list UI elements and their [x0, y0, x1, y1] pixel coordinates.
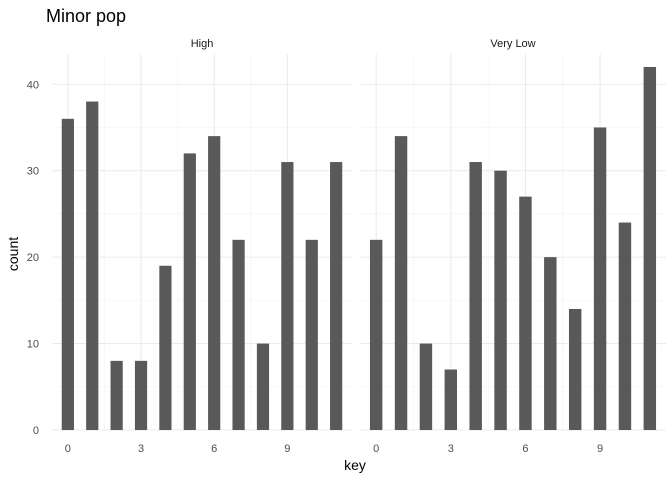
y-axis-title: count: [5, 237, 21, 271]
x-axis-title: key: [344, 457, 366, 473]
bar: [256, 343, 270, 430]
bar: [208, 136, 221, 431]
bar: [618, 222, 632, 430]
facet-panel: High 0 3 6 9: [52, 38, 352, 455]
bar: [86, 101, 99, 431]
facet-panels: High 0 3 6 9 Very Low 0 3 6 9: [52, 38, 666, 455]
bar: [519, 196, 532, 430]
x-tick-label: 9: [284, 443, 290, 455]
y-tick-label: 30: [27, 166, 39, 178]
bar: [369, 239, 383, 430]
bar: [494, 170, 507, 431]
y-tick-label: 40: [27, 79, 39, 91]
bar: [593, 127, 607, 431]
bar: [281, 162, 294, 431]
x-tick-label: 3: [138, 443, 144, 455]
x-tick-label: 3: [448, 443, 454, 455]
bar: [61, 118, 74, 431]
bar: [232, 239, 245, 430]
y-tick-label: 10: [27, 339, 39, 351]
bar: [568, 308, 582, 430]
bar: [183, 153, 196, 431]
bar: [643, 66, 657, 430]
bar: [544, 257, 557, 430]
bar: [394, 136, 408, 431]
facet-strip-label: Very Low: [490, 38, 535, 50]
bar: [469, 162, 482, 431]
facet-strip-label: High: [191, 38, 214, 50]
bar: [305, 239, 318, 430]
bar: [330, 162, 343, 431]
x-tick-label: 6: [522, 443, 528, 455]
bar: [110, 360, 123, 430]
bar: [444, 369, 458, 430]
x-tick-label: 0: [373, 443, 379, 455]
y-tick-label: 20: [27, 252, 39, 264]
y-axis-ticks: 0 10 20 30 40: [27, 79, 39, 437]
x-tick-label: 0: [65, 443, 71, 455]
bar: [159, 265, 172, 430]
facet-panel: Very Low 0 3 6 9: [360, 38, 666, 455]
bar: [419, 343, 433, 430]
chart-title: Minor pop: [46, 6, 126, 26]
bar: [134, 360, 148, 430]
x-tick-label: 6: [211, 443, 217, 455]
y-tick-label: 0: [33, 425, 39, 437]
x-tick-label: 9: [597, 443, 603, 455]
